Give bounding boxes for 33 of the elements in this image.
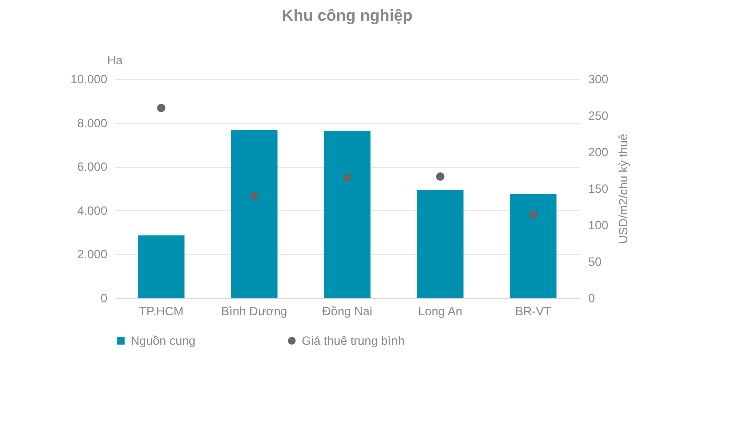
point (436, 172, 445, 181)
x-tick-label: Bình Dương (222, 304, 288, 318)
y2-tick-label: 100 (588, 218, 609, 232)
bar (324, 132, 371, 298)
y2-tick-label: 200 (588, 146, 609, 160)
y-axis-title: Ha (108, 54, 124, 68)
y2-tick-label: 0 (588, 292, 596, 306)
x-tick-label: Long An (418, 304, 463, 318)
y2-tick-label: 300 (588, 72, 609, 86)
x-tick-label: TP.HCM (139, 304, 184, 318)
y2-tick-label: 150 (588, 182, 609, 196)
y-tick-label: 10.000 (70, 72, 108, 86)
bar (138, 236, 185, 298)
y-tick-label: 0 (100, 292, 108, 306)
bar (510, 194, 557, 298)
point (343, 174, 352, 182)
y2-tick-label: 50 (588, 255, 602, 269)
y2-axis-title: USD/m2/chu kỳ thuê (616, 134, 631, 244)
x-tick-label: Đồng Nai (322, 304, 373, 318)
y-tick-label: 8.000 (77, 116, 108, 130)
y-tick-label: 2.000 (77, 248, 108, 262)
y-tick-label: 6.000 (77, 160, 108, 174)
legend-label: Nguồn cung (131, 334, 196, 348)
chart-title: Khu công nghiệp (282, 8, 414, 25)
point (529, 210, 538, 219)
x-tick-label: BR-VT (516, 304, 552, 318)
bar (417, 190, 464, 298)
y2-tick-label: 250 (588, 109, 609, 123)
bar (231, 130, 278, 298)
point (157, 104, 166, 112)
legend-label: Giá thuê trung bình (302, 334, 405, 348)
point (250, 192, 259, 201)
y-tick-label: 4.000 (77, 204, 108, 218)
